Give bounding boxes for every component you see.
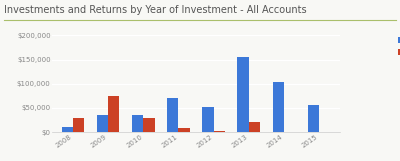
Bar <box>249 122 260 132</box>
Bar <box>214 131 225 132</box>
Legend: Invested, Returned: Invested, Returned <box>397 34 400 58</box>
Bar <box>272 82 284 132</box>
Bar <box>97 115 108 132</box>
Bar <box>62 127 73 132</box>
Bar <box>73 118 84 132</box>
Bar <box>202 107 214 132</box>
Bar <box>178 128 190 132</box>
Bar <box>167 98 178 132</box>
Bar <box>238 57 249 132</box>
Text: Investments and Returns by Year of Investment - All Accounts: Investments and Returns by Year of Inves… <box>4 5 307 15</box>
Bar <box>132 115 143 132</box>
Bar <box>143 118 154 132</box>
Bar <box>308 105 319 132</box>
Bar <box>108 96 120 132</box>
